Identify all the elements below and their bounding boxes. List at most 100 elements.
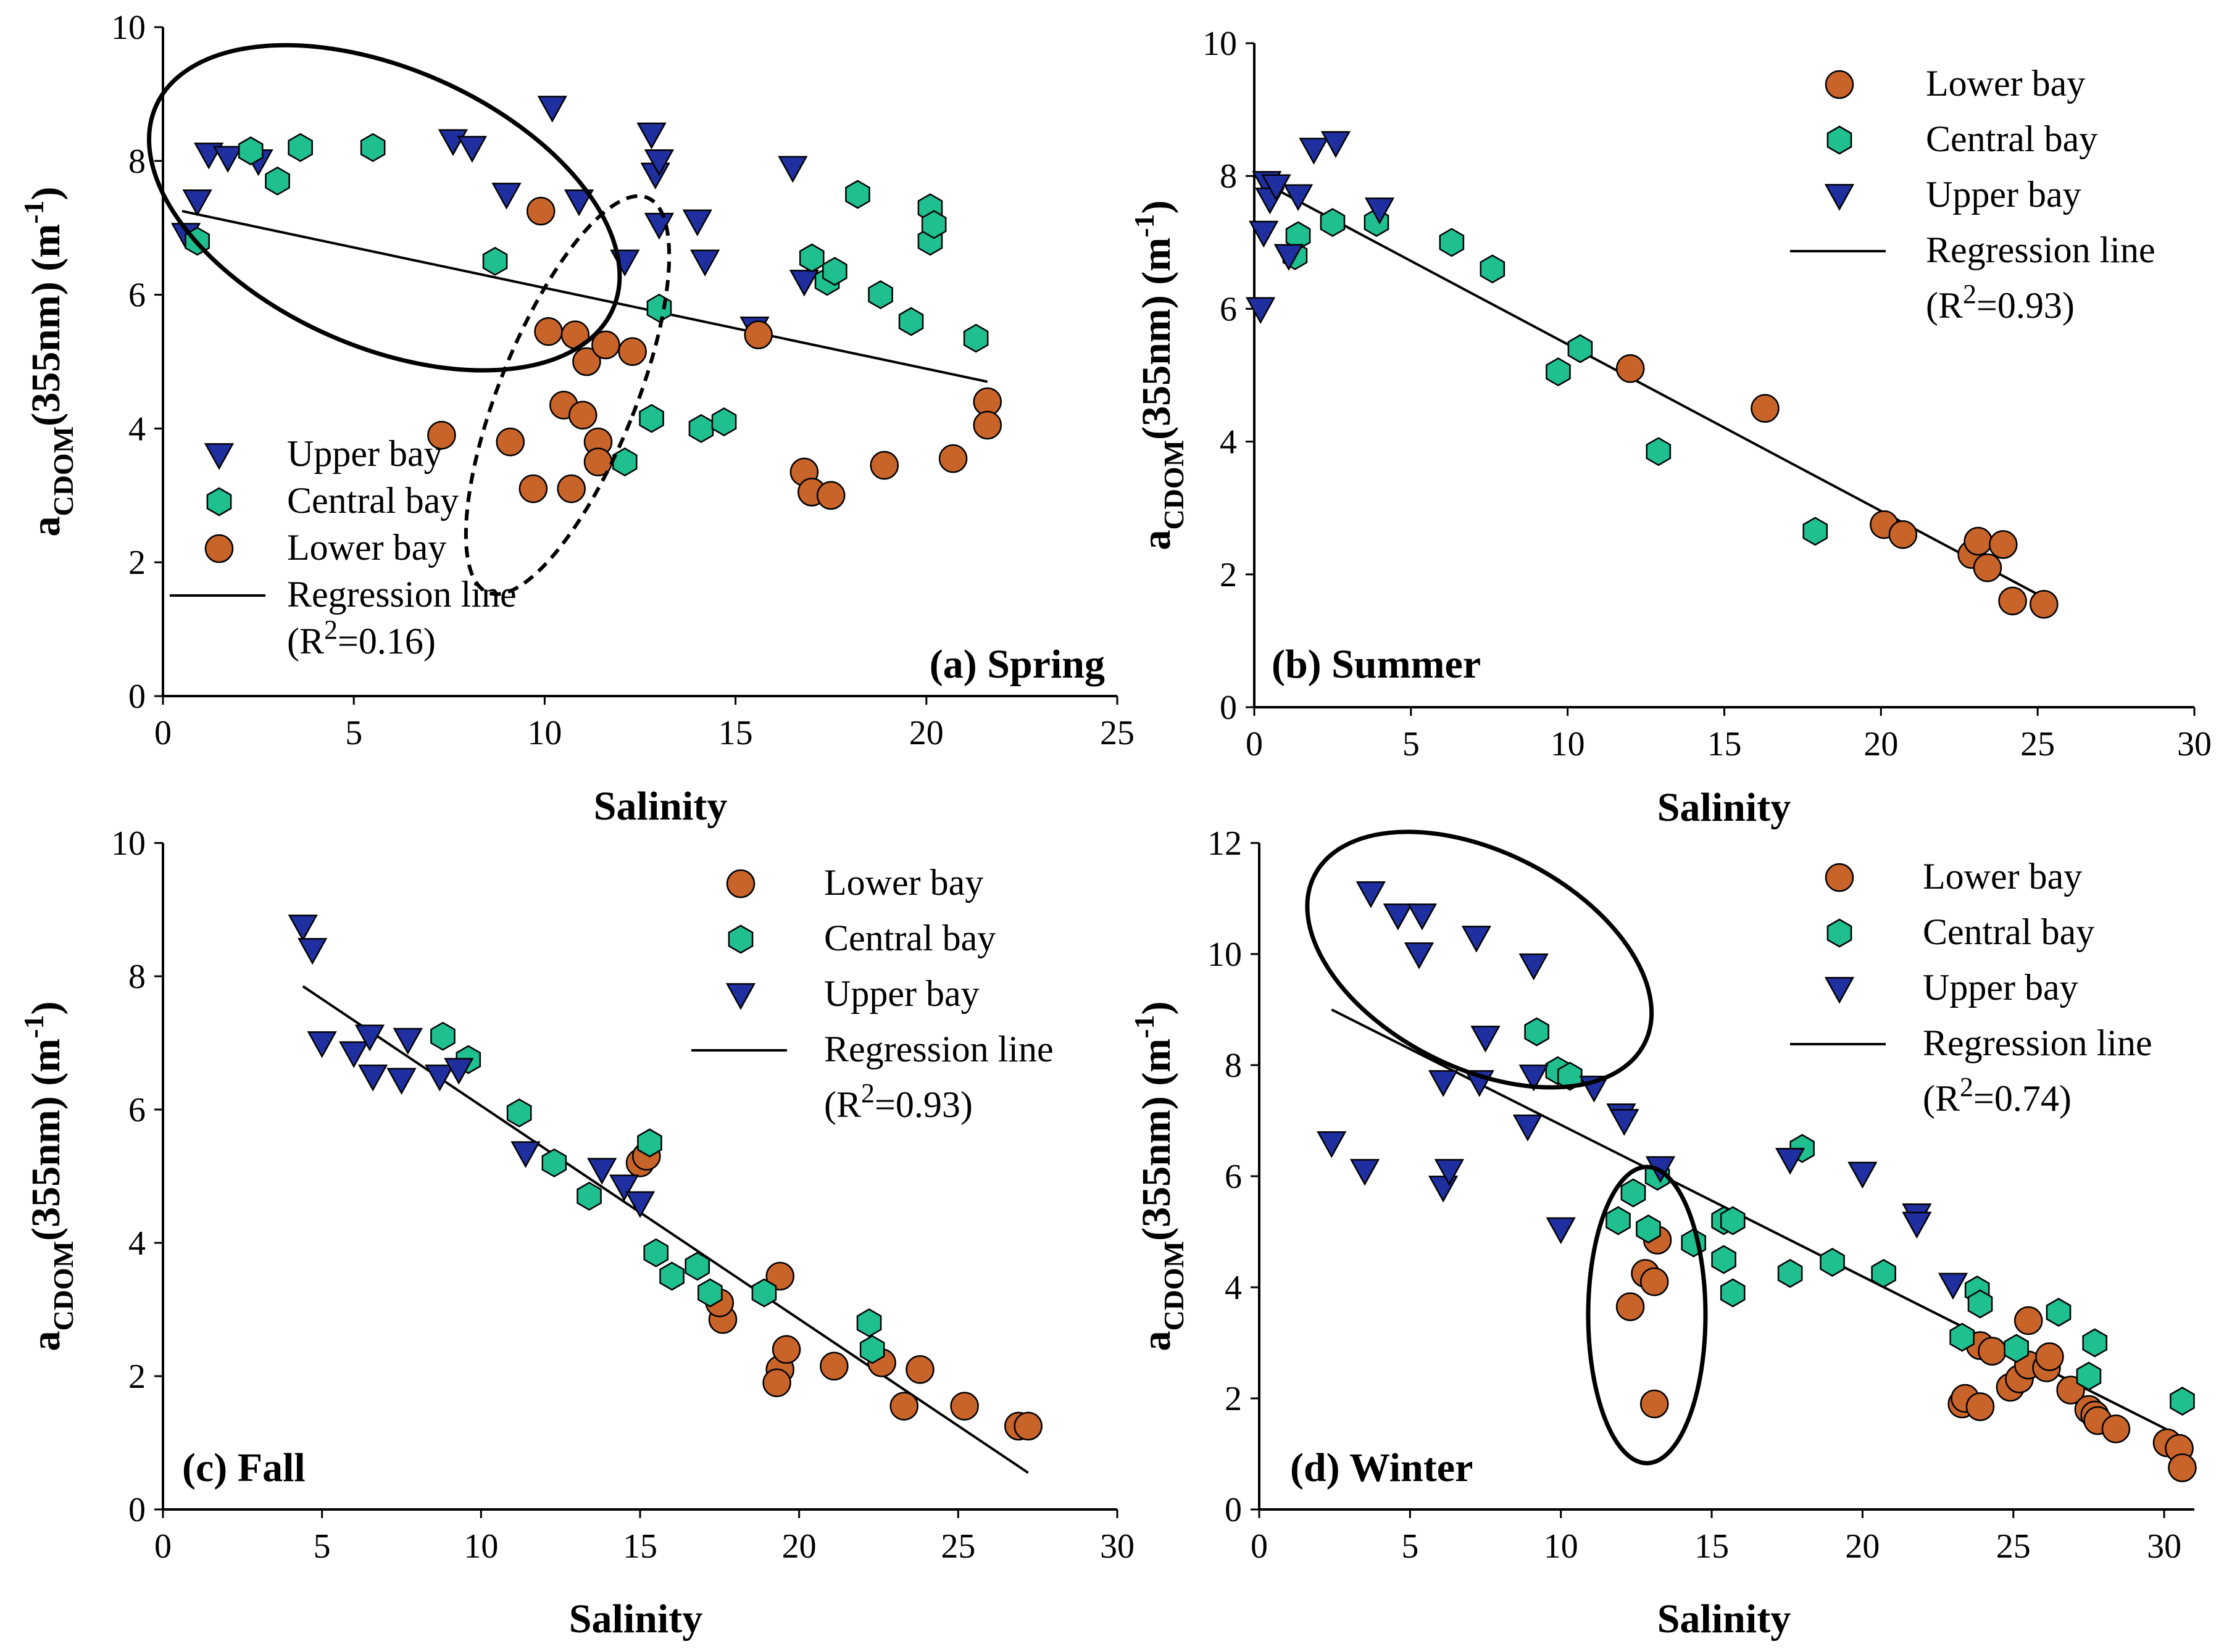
panel-title: (a) Spring [930,642,1105,687]
central-bay-point [799,243,825,273]
y-title-sub: CDOM [1158,1241,1189,1331]
central-bay-point [1720,1278,1746,1308]
legend-r-squared: (R2=0.93) [824,1078,973,1125]
y-tick-label: 4 [1220,423,1237,462]
central-bay-point [360,133,386,162]
legend-label-regression: Regression line [824,1029,1054,1069]
central-bay-point [868,280,893,310]
lower-bay-point [950,1392,979,1421]
series-central [430,1021,885,1364]
lower-bay-point [2013,1306,2043,1335]
r2-sup: 2 [1963,279,1976,309]
legend: Lower bay Central bay Upper bay Regression … [1790,856,2152,1119]
upper-bay-point [1512,1114,1543,1142]
lower-bay-point [938,444,968,473]
legend-marker-central [206,487,232,517]
lower-bay-point [772,1335,801,1364]
x-tick-label: 0 [1251,1527,1268,1566]
lower-bay-point [2030,589,2059,619]
central-bay-point [1546,357,1571,387]
central-bay-point [822,257,847,286]
legend-marker-upper [1824,977,1855,1004]
central-bay-point [2046,1298,2072,1327]
central-bay-point [1949,1322,1975,1352]
upper-bay-point [444,1058,474,1085]
y-title-base: a [23,1331,69,1351]
lower-bay-point [1963,526,1993,556]
legend-label-central: Central bay [1926,118,2097,159]
y-axis-title: aCDOM(355nm) (m-1) [1128,1001,1189,1351]
x-tick-label: 30 [2147,1527,2181,1566]
legend-r-squared: (R2=0.93) [1926,279,2075,326]
legend-label-central: Central bay [287,480,459,521]
upper-bay-point [339,1041,369,1068]
legend-marker-central [728,924,754,954]
highlight-ellipse-small [1586,1164,1708,1466]
y-tick-label: 6 [1220,290,1237,328]
upper-bay-point [1299,138,1329,165]
central-bay-point [541,1148,567,1177]
series-lower [1615,1226,2197,1482]
central-bay-point [506,1098,532,1127]
lower-bay-point [568,401,598,430]
series-central [1524,1017,2195,1416]
lower-bay-point [1888,520,1918,549]
upper-bay-point [1364,197,1395,225]
r2-value: =0.93) [1976,285,2075,326]
x-tick-label: 10 [464,1527,498,1566]
x-tick-label: 10 [1544,1527,1578,1566]
upper-bay-point [1407,903,1438,931]
y-tick-label: 8 [1225,1047,1242,1085]
y-title-sup: -1 [18,1015,49,1038]
lower-bay-point [618,337,647,366]
lower-bay-point [1639,1389,1669,1419]
central-bay-point [859,1335,885,1364]
panel-winter: 0 5 10 15 20 25 30 0 2 4 6 8 10 12 Salinity aCDOM(355nm… [1128,824,2197,1642]
legend-marker-lower [204,534,234,563]
central-bay-point [288,133,313,162]
legend-label-upper: Upper bay [287,433,443,474]
series-upper [1246,131,1395,324]
legend-label-lower: Lower bay [1926,63,2085,104]
x-tick-label: 15 [1694,1527,1729,1566]
legend-marker-lower [726,869,756,899]
legend-r-squared: (R2=0.74) [1923,1072,2072,1119]
upper-bay-point [182,189,212,217]
upper-bay-point [213,146,243,173]
legend-label-regression: Regression line [1923,1023,2152,1063]
y-title-rest: (355nm) (m [23,224,69,426]
r2-sup: 2 [1960,1072,1973,1102]
r2-value: =0.74) [1973,1078,2072,1119]
x-tick-label: 15 [623,1527,657,1566]
upper-bay-point [1349,1159,1380,1186]
lower-bay-point [744,320,773,349]
lower-bay-point [1014,1411,1043,1441]
lower-bay-point [973,410,1002,440]
central-bay-point [2076,1361,2102,1391]
central-bay-point [430,1021,456,1051]
series-central [1282,208,1828,546]
x-axis-title: Salinity [569,1596,702,1642]
y-axis-title: aCDOM(355nm) (m-1) [18,1001,79,1351]
highlight-ellipse [1305,829,1654,1090]
x-tick-label: 5 [1401,1527,1418,1566]
central-bay-point [1480,254,1505,284]
central-bay-point [898,307,924,336]
upper-bay-point [354,1024,385,1052]
x-tick-label: 20 [1863,725,1898,763]
central-bay-point [1524,1017,1549,1047]
central-bay-point [1620,1178,1646,1208]
legend-marker-upper [1824,184,1855,211]
legend: Lower bay Central bay Upper bay Regression … [691,862,1054,1125]
central-bay-point [1557,1061,1583,1091]
y-tick-label: 0 [1225,1491,1242,1529]
x-tick-label: 0 [154,714,172,752]
upper-bay-point [690,249,720,276]
upper-bay-point [1317,1131,1347,1158]
upper-bay-point [1609,1109,1639,1136]
upper-bay-point [491,183,522,210]
x-tick-label: 5 [314,1527,331,1566]
lower-bay-point [2035,1342,2064,1371]
upper-bay-point [357,1065,388,1092]
